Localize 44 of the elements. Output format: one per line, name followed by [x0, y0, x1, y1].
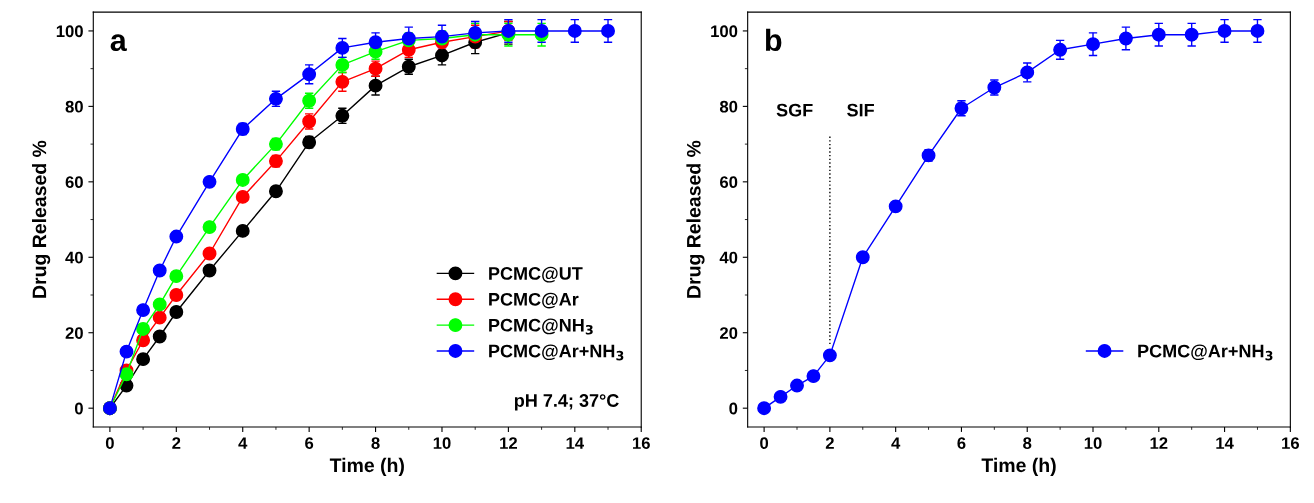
y-axis-title: Drug Released %	[686, 140, 705, 298]
y-tick-label: 20	[65, 327, 83, 339]
legend-label: PCMC@Ar+NH$_{3}$	[1138, 344, 1273, 361]
x-tick-label: 10	[1084, 437, 1102, 450]
annotation: SIF	[847, 103, 874, 117]
annotation: SGF	[776, 103, 813, 117]
x-tick-label: 0	[105, 437, 114, 450]
annotation: pH 7.4; 37°C	[514, 394, 619, 411]
x-tick-label: 8	[1023, 437, 1032, 450]
legend-label: PCMC@Ar	[489, 292, 579, 309]
x-tick-label: 6	[305, 437, 314, 450]
legend-label: PCMC@UT	[489, 266, 583, 283]
y-tick-label: 20	[719, 327, 738, 339]
x-tick-label: 8	[371, 437, 380, 450]
y-tick-label: 0	[729, 402, 738, 415]
x-tick-label: 10	[433, 437, 451, 450]
y-tick-label: 60	[65, 176, 83, 189]
y-tick-label: 100	[711, 25, 738, 38]
legend-label: PCMC@NH$_{3}$	[489, 318, 593, 335]
x-axis-title: Time (h)	[981, 457, 1056, 476]
x-tick-label: 16	[1282, 437, 1300, 450]
x-tick-label: 6	[957, 437, 966, 450]
x-tick-label: 12	[1150, 437, 1168, 449]
x-tick-label: 4	[238, 437, 248, 449]
x-tick-label: 4	[891, 437, 901, 449]
x-tick-label: 14	[566, 437, 584, 449]
y-tick-label: 40	[65, 251, 83, 264]
y-tick-label: 0	[74, 402, 83, 415]
y-tick-label: 100	[56, 25, 83, 38]
y-tick-label: 40	[719, 251, 738, 264]
annotation: a	[110, 34, 127, 52]
x-tick-label: 16	[633, 437, 650, 450]
y-axis-title: Drug Released %	[32, 140, 51, 298]
y-tick-label: 60	[720, 176, 738, 189]
x-tick-label: 2	[172, 437, 181, 449]
x-tick-label: 2	[825, 437, 834, 449]
y-tick-label: 80	[65, 100, 83, 113]
legend-label: PCMC@Ar+NH$_{3}$	[489, 344, 624, 361]
x-tick-label: 0	[760, 437, 769, 450]
x-tick-label: 14	[1216, 437, 1234, 449]
y-tick-label: 80	[719, 100, 738, 113]
x-axis-title: Time (h)	[329, 457, 404, 476]
annotation: b	[765, 28, 782, 52]
x-tick-label: 12	[500, 437, 517, 449]
